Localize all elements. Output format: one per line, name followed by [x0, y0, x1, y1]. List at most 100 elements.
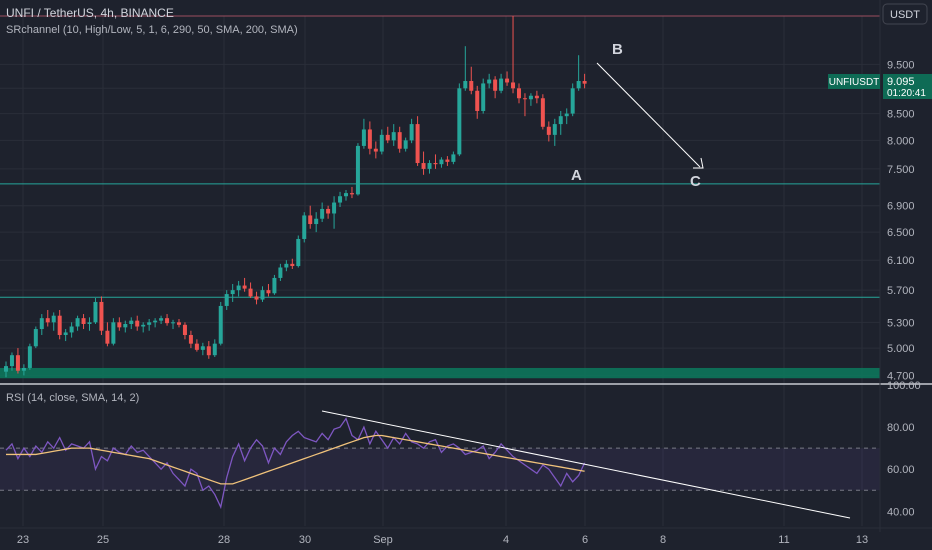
candle[interactable] — [338, 191, 343, 208]
candle[interactable] — [69, 322, 74, 338]
candle[interactable] — [349, 186, 354, 199]
candle[interactable] — [296, 235, 301, 268]
candle[interactable] — [15, 348, 20, 374]
candle[interactable] — [266, 284, 271, 297]
candle[interactable] — [99, 296, 104, 336]
candle[interactable] — [75, 315, 80, 331]
candle[interactable] — [439, 157, 444, 168]
candle[interactable] — [379, 129, 384, 155]
candle[interactable] — [171, 319, 176, 330]
candle[interactable] — [457, 83, 462, 157]
candle[interactable] — [188, 330, 193, 349]
candle[interactable] — [487, 73, 492, 89]
candle[interactable] — [248, 282, 253, 298]
candle[interactable] — [176, 318, 181, 328]
candle[interactable] — [397, 126, 402, 153]
candle[interactable] — [427, 160, 432, 174]
candle[interactable] — [81, 314, 86, 330]
currency-button[interactable]: USDT — [882, 3, 928, 25]
candle[interactable] — [111, 318, 116, 346]
candle[interactable] — [260, 286, 265, 302]
candle[interactable] — [564, 108, 569, 125]
candle[interactable] — [403, 137, 408, 152]
candle[interactable] — [206, 341, 211, 359]
candle[interactable] — [224, 290, 229, 310]
candle[interactable] — [570, 83, 575, 117]
candle[interactable] — [153, 318, 158, 328]
candle[interactable] — [582, 73, 587, 89]
candle[interactable] — [493, 76, 498, 99]
candles[interactable] — [4, 16, 587, 378]
candle[interactable] — [135, 315, 140, 331]
candle[interactable] — [505, 71, 510, 86]
candle[interactable] — [45, 309, 50, 327]
candle[interactable] — [332, 196, 337, 229]
candle[interactable] — [21, 364, 26, 376]
candle[interactable] — [254, 291, 259, 305]
candle[interactable] — [284, 260, 289, 272]
candle[interactable] — [218, 301, 223, 346]
candle[interactable] — [200, 342, 205, 356]
candle[interactable] — [576, 55, 581, 91]
candle[interactable] — [516, 83, 521, 104]
candle[interactable] — [344, 190, 349, 201]
candle[interactable] — [147, 318, 152, 331]
candle[interactable] — [361, 118, 366, 149]
candle[interactable] — [415, 116, 420, 166]
candle[interactable] — [558, 110, 563, 135]
candle[interactable] — [481, 78, 486, 114]
candle[interactable] — [546, 121, 551, 142]
candle[interactable] — [314, 212, 319, 233]
candle[interactable] — [212, 339, 217, 357]
candle[interactable] — [409, 118, 414, 144]
candle[interactable] — [475, 85, 480, 119]
candle[interactable] — [522, 93, 527, 117]
candle[interactable] — [367, 121, 372, 155]
candle[interactable] — [129, 317, 134, 330]
candle[interactable] — [242, 277, 247, 292]
candle[interactable] — [93, 297, 98, 324]
candle[interactable] — [51, 312, 56, 331]
candle[interactable] — [123, 320, 128, 333]
candle[interactable] — [433, 154, 438, 169]
candle[interactable] — [182, 322, 187, 340]
candle[interactable] — [159, 315, 164, 324]
candle[interactable] — [39, 314, 44, 336]
candle[interactable] — [463, 46, 468, 91]
candle[interactable] — [4, 361, 8, 378]
candle[interactable] — [63, 329, 68, 342]
candle[interactable] — [302, 212, 307, 243]
candle[interactable] — [27, 343, 32, 370]
candle[interactable] — [320, 202, 325, 223]
candle[interactable] — [534, 90, 539, 104]
candle[interactable] — [373, 141, 378, 159]
candle[interactable] — [355, 143, 360, 196]
candle[interactable] — [552, 118, 557, 146]
candle[interactable] — [236, 280, 241, 297]
candle[interactable] — [57, 309, 62, 340]
candle[interactable] — [385, 126, 390, 144]
candle[interactable] — [141, 322, 146, 333]
candle[interactable] — [272, 274, 277, 295]
candle[interactable] — [511, 16, 516, 94]
candle[interactable] — [278, 263, 283, 281]
candle[interactable] — [528, 93, 533, 106]
candle[interactable] — [165, 314, 170, 326]
candle[interactable] — [290, 258, 295, 269]
candle[interactable] — [421, 151, 426, 175]
candle[interactable] — [451, 151, 456, 165]
candle[interactable] — [308, 205, 313, 229]
candle[interactable] — [499, 73, 504, 94]
candle[interactable] — [391, 124, 396, 146]
candle[interactable] — [194, 339, 199, 352]
candle[interactable] — [117, 317, 122, 331]
candle[interactable] — [230, 284, 235, 302]
candle[interactable] — [105, 322, 110, 347]
candle[interactable] — [87, 317, 92, 331]
candle[interactable] — [33, 326, 38, 349]
candle[interactable] — [9, 352, 14, 371]
candle[interactable] — [540, 94, 545, 130]
candle[interactable] — [445, 156, 450, 166]
candle[interactable] — [326, 205, 331, 219]
